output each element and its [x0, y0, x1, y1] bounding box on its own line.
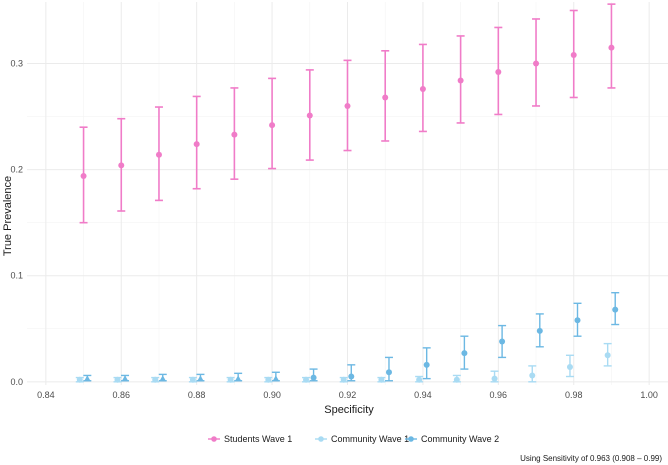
data-point: [265, 376, 272, 383]
y-tick-label: 0.3: [10, 59, 23, 69]
x-tick-label: 0.96: [490, 390, 508, 400]
data-point: [231, 131, 238, 138]
data-point: [529, 372, 536, 379]
data-point: [155, 151, 162, 158]
data-point: [416, 376, 423, 383]
data-point: [76, 376, 83, 383]
data-point: [189, 376, 196, 383]
series-students-wave-1: [79, 3, 616, 224]
x-tick-label: 0.94: [414, 390, 432, 400]
x-tick-label: 0.98: [565, 390, 583, 400]
data-point: [461, 350, 468, 357]
x-tick-label: 0.86: [112, 390, 130, 400]
data-point: [382, 94, 389, 101]
legend-key-point: [408, 436, 414, 442]
data-point: [385, 369, 392, 376]
data-point: [121, 375, 129, 382]
legend-item: Community Wave 1: [315, 434, 409, 444]
data-point: [499, 338, 506, 345]
data-point: [114, 376, 121, 383]
data-point: [348, 373, 355, 380]
data-point: [272, 375, 280, 382]
legend-label: Students Wave 1: [224, 434, 292, 444]
data-point: [423, 361, 430, 368]
legend-item: Community Wave 2: [405, 434, 499, 444]
y-tick-label: 0.2: [10, 165, 23, 175]
data-point: [344, 102, 351, 109]
data-point: [269, 122, 276, 129]
data-point: [457, 77, 464, 84]
data-layer: [75, 3, 620, 383]
data-point: [491, 375, 498, 382]
data-point: [80, 172, 87, 179]
data-point: [193, 141, 200, 148]
y-axis-title: True Prevalence: [2, 176, 14, 256]
legend-label: Community Wave 1: [331, 434, 409, 444]
data-point: [310, 374, 317, 381]
x-tick-label: 1.00: [640, 390, 658, 400]
data-point: [570, 52, 577, 59]
data-point: [227, 376, 234, 383]
data-point: [303, 376, 310, 383]
data-point: [574, 317, 581, 324]
series-community-wave-1: [75, 342, 612, 383]
data-point: [306, 112, 313, 119]
data-point: [118, 162, 125, 169]
legend-label: Community Wave 2: [421, 434, 499, 444]
data-point: [533, 60, 540, 67]
data-point: [378, 376, 385, 383]
data-point: [159, 375, 167, 382]
data-point: [234, 375, 242, 382]
data-point: [608, 44, 615, 51]
y-tick-label: 0.0: [10, 377, 23, 387]
data-point: [340, 376, 347, 383]
x-tick-label: 0.92: [339, 390, 357, 400]
x-tick-label: 0.90: [263, 390, 281, 400]
data-point: [197, 375, 204, 382]
data-point: [152, 376, 159, 383]
data-point: [536, 327, 543, 334]
series-community-wave-2: [83, 291, 620, 382]
x-tick-label: 0.88: [188, 390, 206, 400]
tick-labels: 0.84 0.86 0.88 0.90 0.92 0.94 0.96 0.98 1.00 0.0 0…: [10, 59, 657, 400]
legend-key-point: [318, 436, 324, 442]
y-tick-label: 0.1: [10, 271, 23, 281]
legend-item: Students Wave 1: [208, 434, 292, 444]
chart-caption: Using Sensitivity of 0.963 (0.908 – 0.99…: [520, 454, 662, 463]
data-point: [566, 363, 573, 370]
data-point: [495, 69, 502, 76]
x-tick-label: 0.84: [37, 390, 55, 400]
legend-key-point: [211, 436, 217, 442]
data-point: [419, 85, 426, 92]
x-axis-title: Specificity: [324, 404, 374, 416]
data-point: [83, 375, 91, 382]
data-point: [604, 352, 611, 359]
data-point: [612, 306, 619, 313]
data-point: [453, 376, 460, 383]
legend: Students Wave 1 Community Wave 1 Community…: [208, 434, 499, 444]
